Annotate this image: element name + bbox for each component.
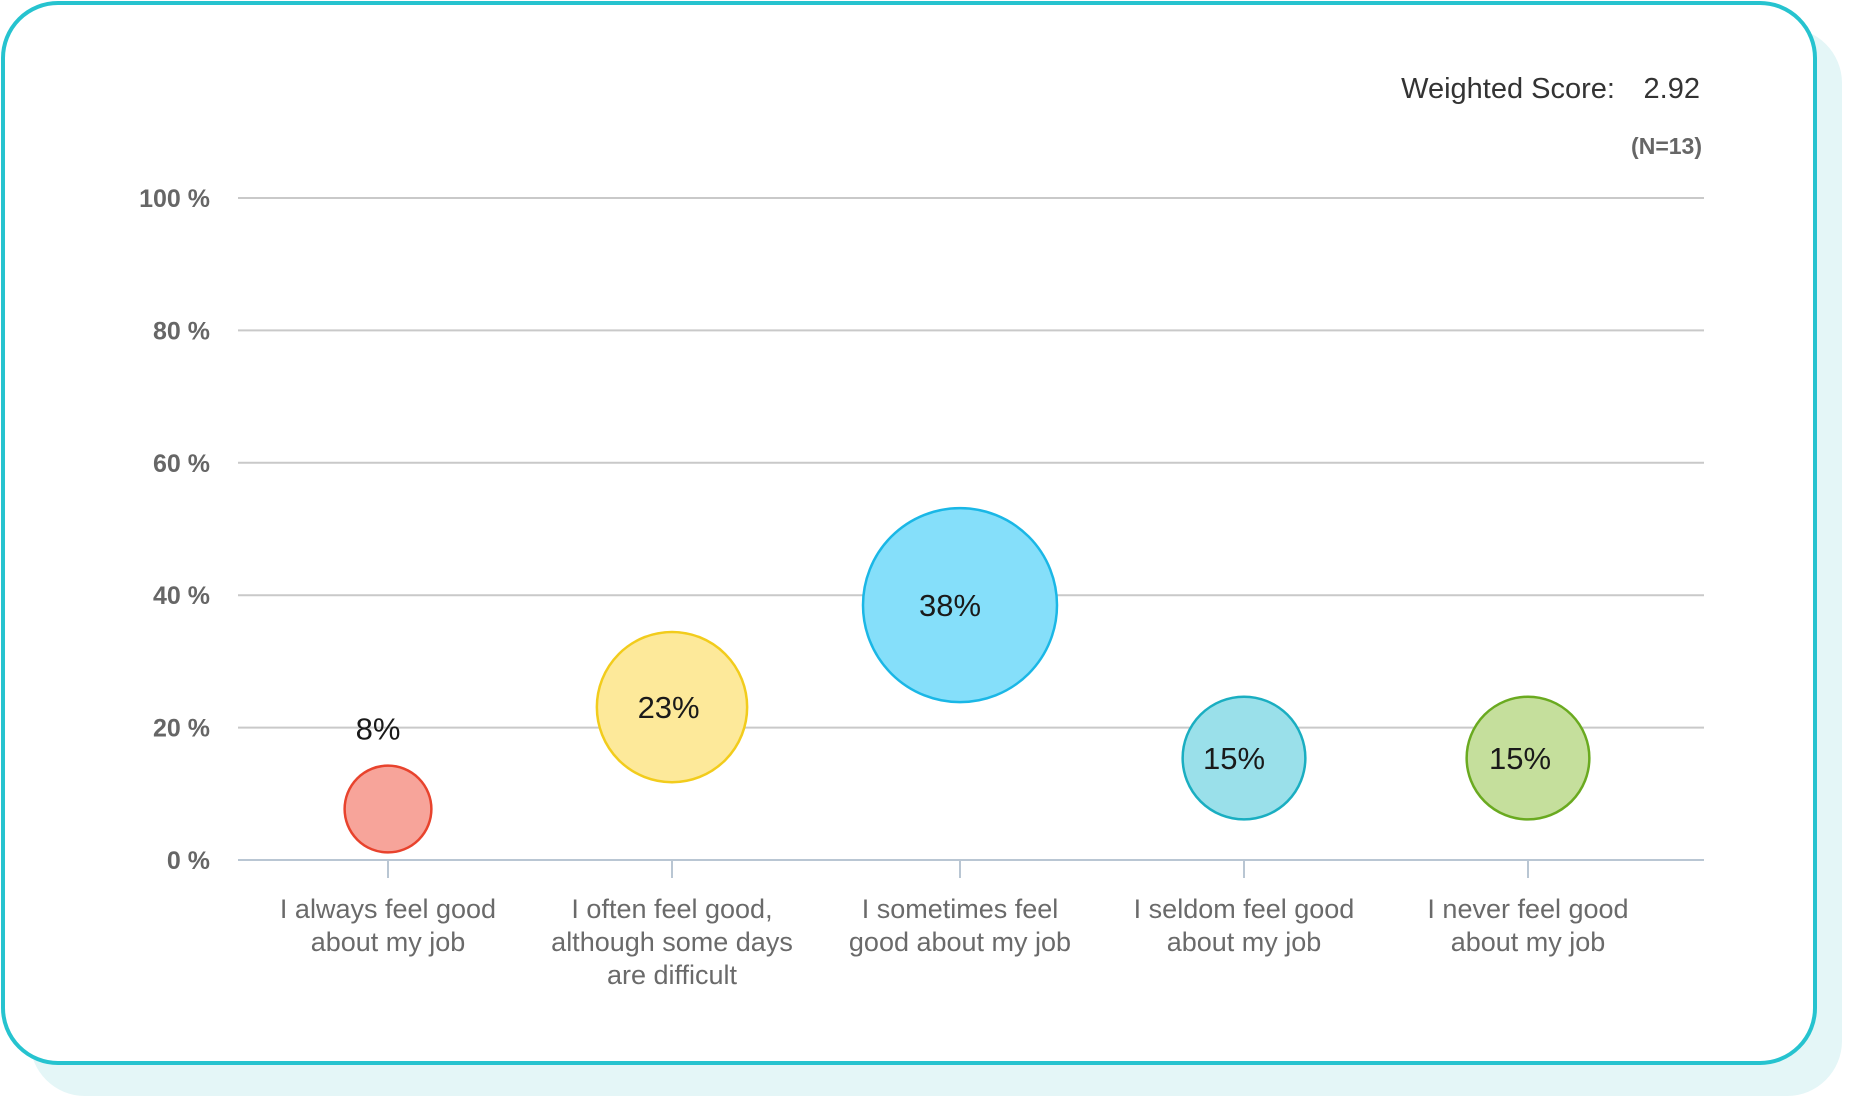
y-axis: 0 % 20 % 40 % 60 % 80 % 100 % [139, 185, 210, 875]
bubble [1465, 695, 1591, 821]
value-label: 23% [638, 690, 700, 725]
bubbles [343, 506, 1591, 854]
x-tick-label: I always feel good about my job [280, 894, 496, 957]
value-labels: 8% 23% 38% 15% 15% [356, 588, 1551, 776]
x-tick-label: I sometimes feel good about my job [849, 894, 1071, 957]
y-tick-label: 100 % [139, 185, 210, 213]
x-tick-label: I seldom feel good about my job [1134, 894, 1355, 957]
y-tick-label: 60 % [153, 450, 210, 478]
x-axis: I always feel good about my job I often fe… [238, 859, 1704, 990]
value-label: 15% [1203, 741, 1265, 776]
y-tick-label: 0 % [167, 847, 210, 875]
bubble [861, 506, 1059, 704]
x-tick-label: I never feel good about my job [1427, 894, 1628, 957]
x-tick-label: I often feel good, although some days are … [551, 894, 793, 990]
value-label: 15% [1489, 741, 1551, 776]
bubble [1181, 695, 1307, 821]
weighted-score-label: Weighted Score: [1401, 73, 1615, 105]
bubble [343, 764, 433, 854]
y-tick-label: 40 % [153, 582, 210, 610]
weighted-score-value: 2.92 [1644, 73, 1700, 105]
y-tick-label: 80 % [153, 317, 210, 345]
value-label: 8% [356, 712, 401, 747]
sample-size-label: (N=13) [1631, 133, 1702, 159]
y-tick-label: 20 % [153, 715, 210, 743]
value-label: 38% [919, 588, 981, 623]
bubble [595, 630, 749, 784]
